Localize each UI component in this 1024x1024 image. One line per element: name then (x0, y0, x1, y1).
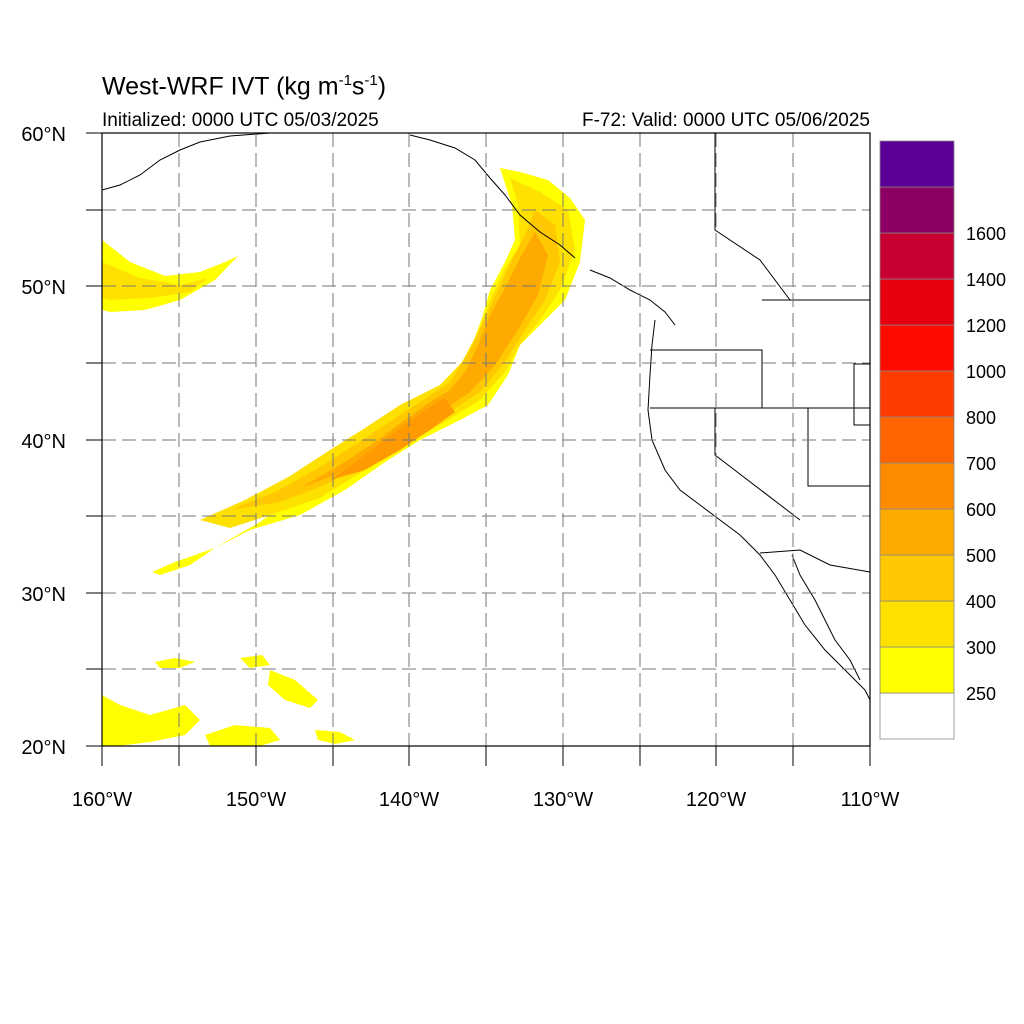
lat-label: 50°N (21, 277, 66, 299)
ivt-colorbar: 250 300 400 500 600 700 800 1000 1200 1400 1600 (879, 140, 1006, 740)
colorbar-swatch (879, 232, 955, 280)
colorbar-swatch (879, 278, 955, 326)
colorbar-label: 400 (966, 592, 996, 612)
colorbar-swatch (879, 370, 955, 418)
lat-label: 40°N (21, 431, 66, 453)
lon-label: 110°W (841, 789, 900, 811)
colorbar-label: 800 (966, 408, 996, 428)
colorbar-label: 300 (966, 638, 996, 658)
colorbar-swatch (879, 554, 955, 602)
colorbar-swatch (879, 600, 955, 648)
map-title: West-WRF IVT (kg m-1s-1) (102, 72, 387, 101)
lat-label: 60°N (21, 124, 66, 146)
colorbar-label: 1400 (966, 270, 1006, 290)
colorbar-label: 500 (966, 546, 996, 566)
graticule (102, 133, 870, 746)
colorbar-swatch (879, 324, 955, 372)
colorbar-label: 250 (966, 684, 996, 704)
coastlines (102, 133, 870, 701)
colorbar-label: 700 (966, 454, 996, 474)
colorbar-swatch (879, 508, 955, 556)
colorbar-swatch (879, 462, 955, 510)
colorbar-swatch (879, 416, 955, 464)
axis-ticks (86, 132, 871, 766)
colorbar-label: 600 (966, 500, 996, 520)
colorbar-swatch (879, 646, 955, 694)
colorbar-label: 1200 (966, 316, 1006, 336)
lon-label: 160°W (72, 789, 132, 811)
initialized-label: Initialized: 0000 UTC 05/03/2025 (102, 110, 379, 131)
lat-label: 30°N (21, 584, 66, 606)
lon-label: 120°W (686, 789, 746, 811)
colorbar-label: 1000 (966, 362, 1006, 382)
ivt-plume (102, 168, 585, 746)
colorbar-label: 1600 (966, 224, 1006, 244)
colorbar-swatch (879, 692, 955, 740)
lon-label: 140°W (379, 789, 439, 811)
lon-label: 150°W (226, 789, 286, 811)
lon-label: 130°W (533, 789, 593, 811)
lat-label: 20°N (21, 737, 66, 759)
valid-time-label: F-72: Valid: 0000 UTC 05/06/2025 (582, 110, 870, 131)
colorbar-swatch (879, 140, 955, 188)
colorbar-swatch (879, 186, 955, 234)
